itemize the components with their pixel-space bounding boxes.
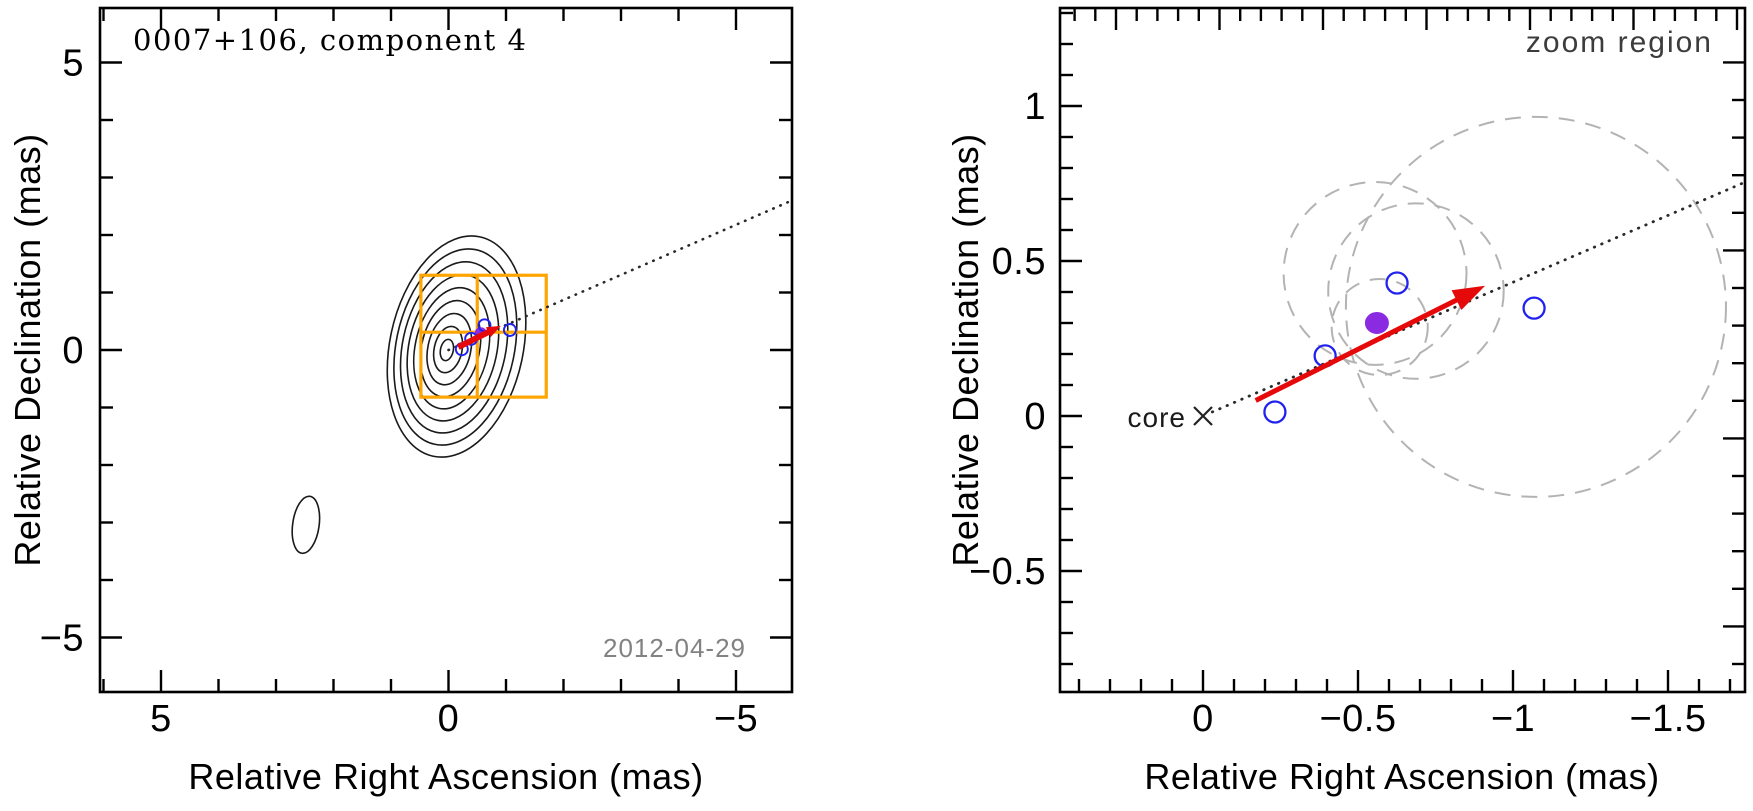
jet-axis-dotted-line <box>1210 180 1745 414</box>
left-panel-axes: 5 0 −5 5 0 −5 <box>40 6 794 740</box>
contour-line <box>426 312 473 386</box>
contour-line <box>412 286 491 410</box>
y-tick-label: 0.5 <box>992 241 1046 283</box>
plot-frame <box>98 6 794 694</box>
y-tick-label: 0 <box>62 330 84 372</box>
plot-frame <box>1058 6 1747 694</box>
y-tick-label: 1 <box>1024 86 1046 128</box>
component-size-circle <box>1330 277 1429 377</box>
right-panel-axes: 0 −0.5 −1 −1.5 1 0.5 0 −0.5 <box>969 6 1747 740</box>
left-x-axis-title: Relative Right Ascension (mas) <box>188 756 703 797</box>
velocity-arrow-head <box>485 325 501 338</box>
left-y-axis-title: Relative Declination (mas) <box>7 133 48 566</box>
y-tick-label: −0.5 <box>969 551 1046 593</box>
component-size-circle <box>1344 115 1727 498</box>
x-tick-label: −0.5 <box>1319 698 1396 740</box>
right-panel-marks <box>1193 115 1745 498</box>
contour-line <box>393 248 518 446</box>
component-size-circle <box>1282 180 1468 366</box>
x-tick-label: −1.5 <box>1629 698 1706 740</box>
epoch-position-point <box>1263 400 1287 424</box>
velocity-arrow-shaft <box>456 326 496 350</box>
contour-line <box>432 325 464 374</box>
contour-line <box>386 235 527 458</box>
x-tick-label: 0 <box>1192 698 1214 740</box>
x-tick-label: 5 <box>150 698 172 740</box>
epoch-position-point <box>1385 271 1409 295</box>
zoom-region-box <box>419 273 548 399</box>
x-tick-label: 0 <box>438 698 460 740</box>
component-size-circle <box>1327 202 1505 380</box>
source-title: 0007+106, component 4 <box>133 23 527 57</box>
current-epoch-point <box>1364 312 1389 334</box>
contour-line <box>399 261 509 434</box>
y-tick-label: −5 <box>40 618 84 660</box>
velocity-arrow-head <box>1451 285 1486 310</box>
right-x-axis-title: Relative Right Ascension (mas) <box>1144 756 1659 797</box>
zoom-region-label: zoom region <box>1526 26 1713 59</box>
contour-blob <box>291 495 321 555</box>
left-panel-marks <box>291 199 792 555</box>
epoch-position-point <box>502 323 517 337</box>
velocity-arrow-shaft <box>1254 291 1471 403</box>
x-tick-label: −5 <box>714 698 758 740</box>
core-x-marker <box>1193 406 1213 426</box>
epoch-position-point <box>1522 296 1546 320</box>
y-tick-label: 5 <box>62 43 84 85</box>
y-tick-label: 0 <box>1024 396 1046 438</box>
contour-line <box>439 338 455 362</box>
core-label: core <box>1128 402 1186 433</box>
epoch-date-label: 2012-04-29 <box>603 633 746 663</box>
right-y-axis-title: Relative Declination (mas) <box>945 133 986 566</box>
x-tick-label: −1 <box>1491 698 1535 740</box>
